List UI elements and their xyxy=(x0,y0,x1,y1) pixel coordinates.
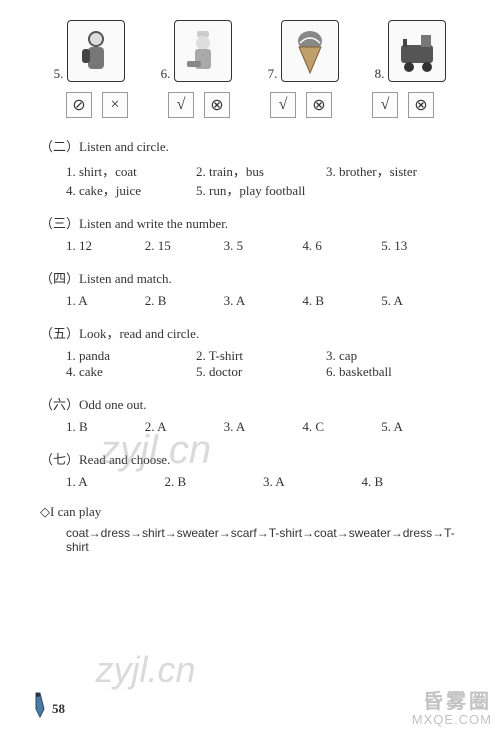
x-mark: ⊗ xyxy=(408,92,434,118)
play-title: ◇I can play xyxy=(40,504,460,520)
section-4: （四）Listen and match. 1. A 2. B 3. A 4. B… xyxy=(40,268,460,309)
section-7: （七）Read and choose. 1. A 2. B 3. A 4. B xyxy=(40,449,460,490)
answers: 1. A 2. B 3. A 4. B 5. A xyxy=(40,293,460,309)
answer: 1. panda xyxy=(66,348,196,364)
check-mark: √ xyxy=(168,92,194,118)
answer: 3. brother，sister xyxy=(326,161,456,180)
image-item-5: 5. xyxy=(54,20,126,82)
image-item-6: 6. xyxy=(161,20,233,82)
worksheet-page: 5. 6. 7. xyxy=(0,0,500,733)
answer: 5. A xyxy=(381,293,460,309)
answers: 1. shirt，coat 2. train，bus 3. brother，si… xyxy=(40,161,460,199)
image-box-icecream xyxy=(281,20,339,82)
play-section: ◇I can play coat→dress→shirt→sweater→sca… xyxy=(40,504,460,554)
answer: 5. 13 xyxy=(381,238,460,254)
answer: 2. 15 xyxy=(145,238,224,254)
check-row: ⊘ × √ ⊗ √ ⊗ √ ⊗ xyxy=(40,92,460,118)
answer: 1. 12 xyxy=(66,238,145,254)
answer: 3. A xyxy=(224,419,303,435)
answer: 2. A xyxy=(145,419,224,435)
x-mark: ⊗ xyxy=(204,92,230,118)
answer: 4. 6 xyxy=(302,238,381,254)
image-row: 5. 6. 7. xyxy=(40,20,460,82)
x-mark: ⊗ xyxy=(306,92,332,118)
answer: 3. 5 xyxy=(224,238,303,254)
check-pair-8: √ ⊗ xyxy=(372,92,434,118)
answers: 1. A 2. B 3. A 4. B xyxy=(40,474,460,490)
check-pair-7: √ ⊗ xyxy=(270,92,332,118)
answer: 4. cake xyxy=(66,364,196,380)
image-item-7: 7. xyxy=(268,20,340,82)
answer: 1. B xyxy=(66,419,145,435)
answer: 6. basketball xyxy=(326,364,456,380)
image-box-chef xyxy=(174,20,232,82)
image-item-8: 8. xyxy=(375,20,447,82)
answer: 1. A xyxy=(66,474,165,490)
section-2: （二）Listen and circle. 1. shirt，coat 2. t… xyxy=(40,136,460,199)
answer: 3. A xyxy=(263,474,362,490)
check-mark: √ xyxy=(270,92,296,118)
play-chain: coat→dress→shirt→sweater→scarf→T-shirt→c… xyxy=(40,526,460,554)
image-num: 7. xyxy=(268,66,278,82)
answer: 4. cake，juice xyxy=(66,180,196,199)
check-pair-5: ⊘ × xyxy=(66,92,128,118)
section-title: （七）Read and choose. xyxy=(40,449,460,468)
answer: 2. train，bus xyxy=(196,161,326,180)
watermark: zyjl.cn xyxy=(96,650,196,691)
check-mark: ⊘ xyxy=(66,92,92,118)
image-num: 8. xyxy=(375,66,385,82)
section-title: （二）Listen and circle. xyxy=(40,136,460,155)
section-title: （五）Look，read and circle. xyxy=(40,323,460,342)
answer: 4. B xyxy=(362,474,461,490)
answers: 1. panda 2. T-shirt 3. cap 4. cake 5. do… xyxy=(40,348,460,380)
answer: 5. A xyxy=(381,419,460,435)
bottom-watermark: 昏雾圈 MXQE.COM xyxy=(412,691,492,727)
answer: 1. A xyxy=(66,293,145,309)
answer: 4. C xyxy=(302,419,381,435)
bottom-wm-line1: 昏雾圈 xyxy=(412,691,492,713)
answer: 2. B xyxy=(165,474,264,490)
answer: 4. B xyxy=(302,293,381,309)
answers: 1. B 2. A 3. A 4. C 5. A xyxy=(40,419,460,435)
answer: 2. T-shirt xyxy=(196,348,326,364)
section-5: （五）Look，read and circle. 1. panda 2. T-s… xyxy=(40,323,460,380)
image-box-train xyxy=(388,20,446,82)
answer: 5. doctor xyxy=(196,364,326,380)
image-num: 6. xyxy=(161,66,171,82)
page-number: 58 xyxy=(52,701,65,717)
section-title: （四）Listen and match. xyxy=(40,268,460,287)
answer: 5. run，play football xyxy=(196,180,354,199)
x-mark: × xyxy=(102,92,128,118)
answer: 1. shirt，coat xyxy=(66,161,196,180)
section-title: （三）Listen and write the number. xyxy=(40,213,460,232)
image-box-boy xyxy=(67,20,125,82)
answer: 3. A xyxy=(224,293,303,309)
section-6: （六）Odd one out. 1. B 2. A 3. A 4. C 5. A xyxy=(40,394,460,435)
answer: 2. B xyxy=(145,293,224,309)
image-num: 5. xyxy=(54,66,64,82)
pen-icon xyxy=(30,691,50,719)
check-pair-6: √ ⊗ xyxy=(168,92,230,118)
answer: 3. cap xyxy=(326,348,456,364)
check-mark: √ xyxy=(372,92,398,118)
bottom-wm-line2: MXQE.COM xyxy=(412,713,492,727)
section-3: （三）Listen and write the number. 1. 12 2.… xyxy=(40,213,460,254)
answers: 1. 12 2. 15 3. 5 4. 6 5. 13 xyxy=(40,238,460,254)
section-title: （六）Odd one out. xyxy=(40,394,460,413)
